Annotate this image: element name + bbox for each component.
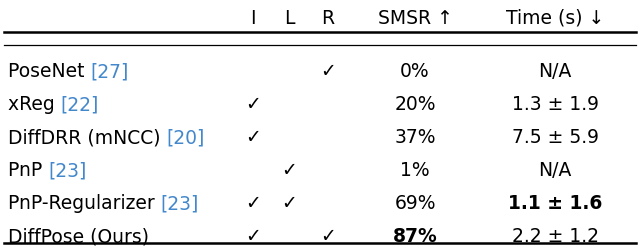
Text: 2.2 ± 1.2: 2.2 ± 1.2 — [511, 226, 598, 246]
Text: ✓: ✓ — [245, 194, 261, 213]
Text: 20%: 20% — [394, 95, 436, 114]
Text: xReg: xReg — [8, 95, 61, 114]
Text: [23]: [23] — [161, 194, 199, 213]
Text: ✓: ✓ — [281, 161, 297, 180]
Text: [20]: [20] — [166, 128, 205, 147]
Text: 37%: 37% — [394, 128, 436, 147]
Text: ✓: ✓ — [320, 62, 336, 81]
Text: [27]: [27] — [90, 62, 129, 81]
Text: ✓: ✓ — [245, 226, 261, 246]
Text: L: L — [284, 8, 294, 28]
Text: N/A: N/A — [538, 62, 572, 81]
Text: SMSR ↑: SMSR ↑ — [378, 8, 452, 28]
Text: ✓: ✓ — [245, 95, 261, 114]
Text: 7.5 ± 5.9: 7.5 ± 5.9 — [511, 128, 598, 147]
Text: I: I — [250, 8, 256, 28]
Text: Time (s) ↓: Time (s) ↓ — [506, 8, 604, 28]
Text: 87%: 87% — [392, 226, 437, 246]
Text: 0%: 0% — [400, 62, 430, 81]
Text: N/A: N/A — [538, 161, 572, 180]
Text: [22]: [22] — [61, 95, 99, 114]
Text: DiffPose (Ours): DiffPose (Ours) — [8, 226, 149, 246]
Text: PoseNet: PoseNet — [8, 62, 90, 81]
Text: 1%: 1% — [400, 161, 430, 180]
Text: ✓: ✓ — [281, 194, 297, 213]
Text: ✓: ✓ — [245, 128, 261, 147]
Text: 69%: 69% — [394, 194, 436, 213]
Text: 1.1 ± 1.6: 1.1 ± 1.6 — [508, 194, 602, 213]
Text: PnP: PnP — [8, 161, 48, 180]
Text: DiffDRR (mNCC): DiffDRR (mNCC) — [8, 128, 166, 147]
Text: ✓: ✓ — [320, 226, 336, 246]
Text: [23]: [23] — [48, 161, 86, 180]
Text: 1.3 ± 1.9: 1.3 ± 1.9 — [511, 95, 598, 114]
Text: PnP-Regularizer: PnP-Regularizer — [8, 194, 161, 213]
Text: R: R — [321, 8, 335, 28]
